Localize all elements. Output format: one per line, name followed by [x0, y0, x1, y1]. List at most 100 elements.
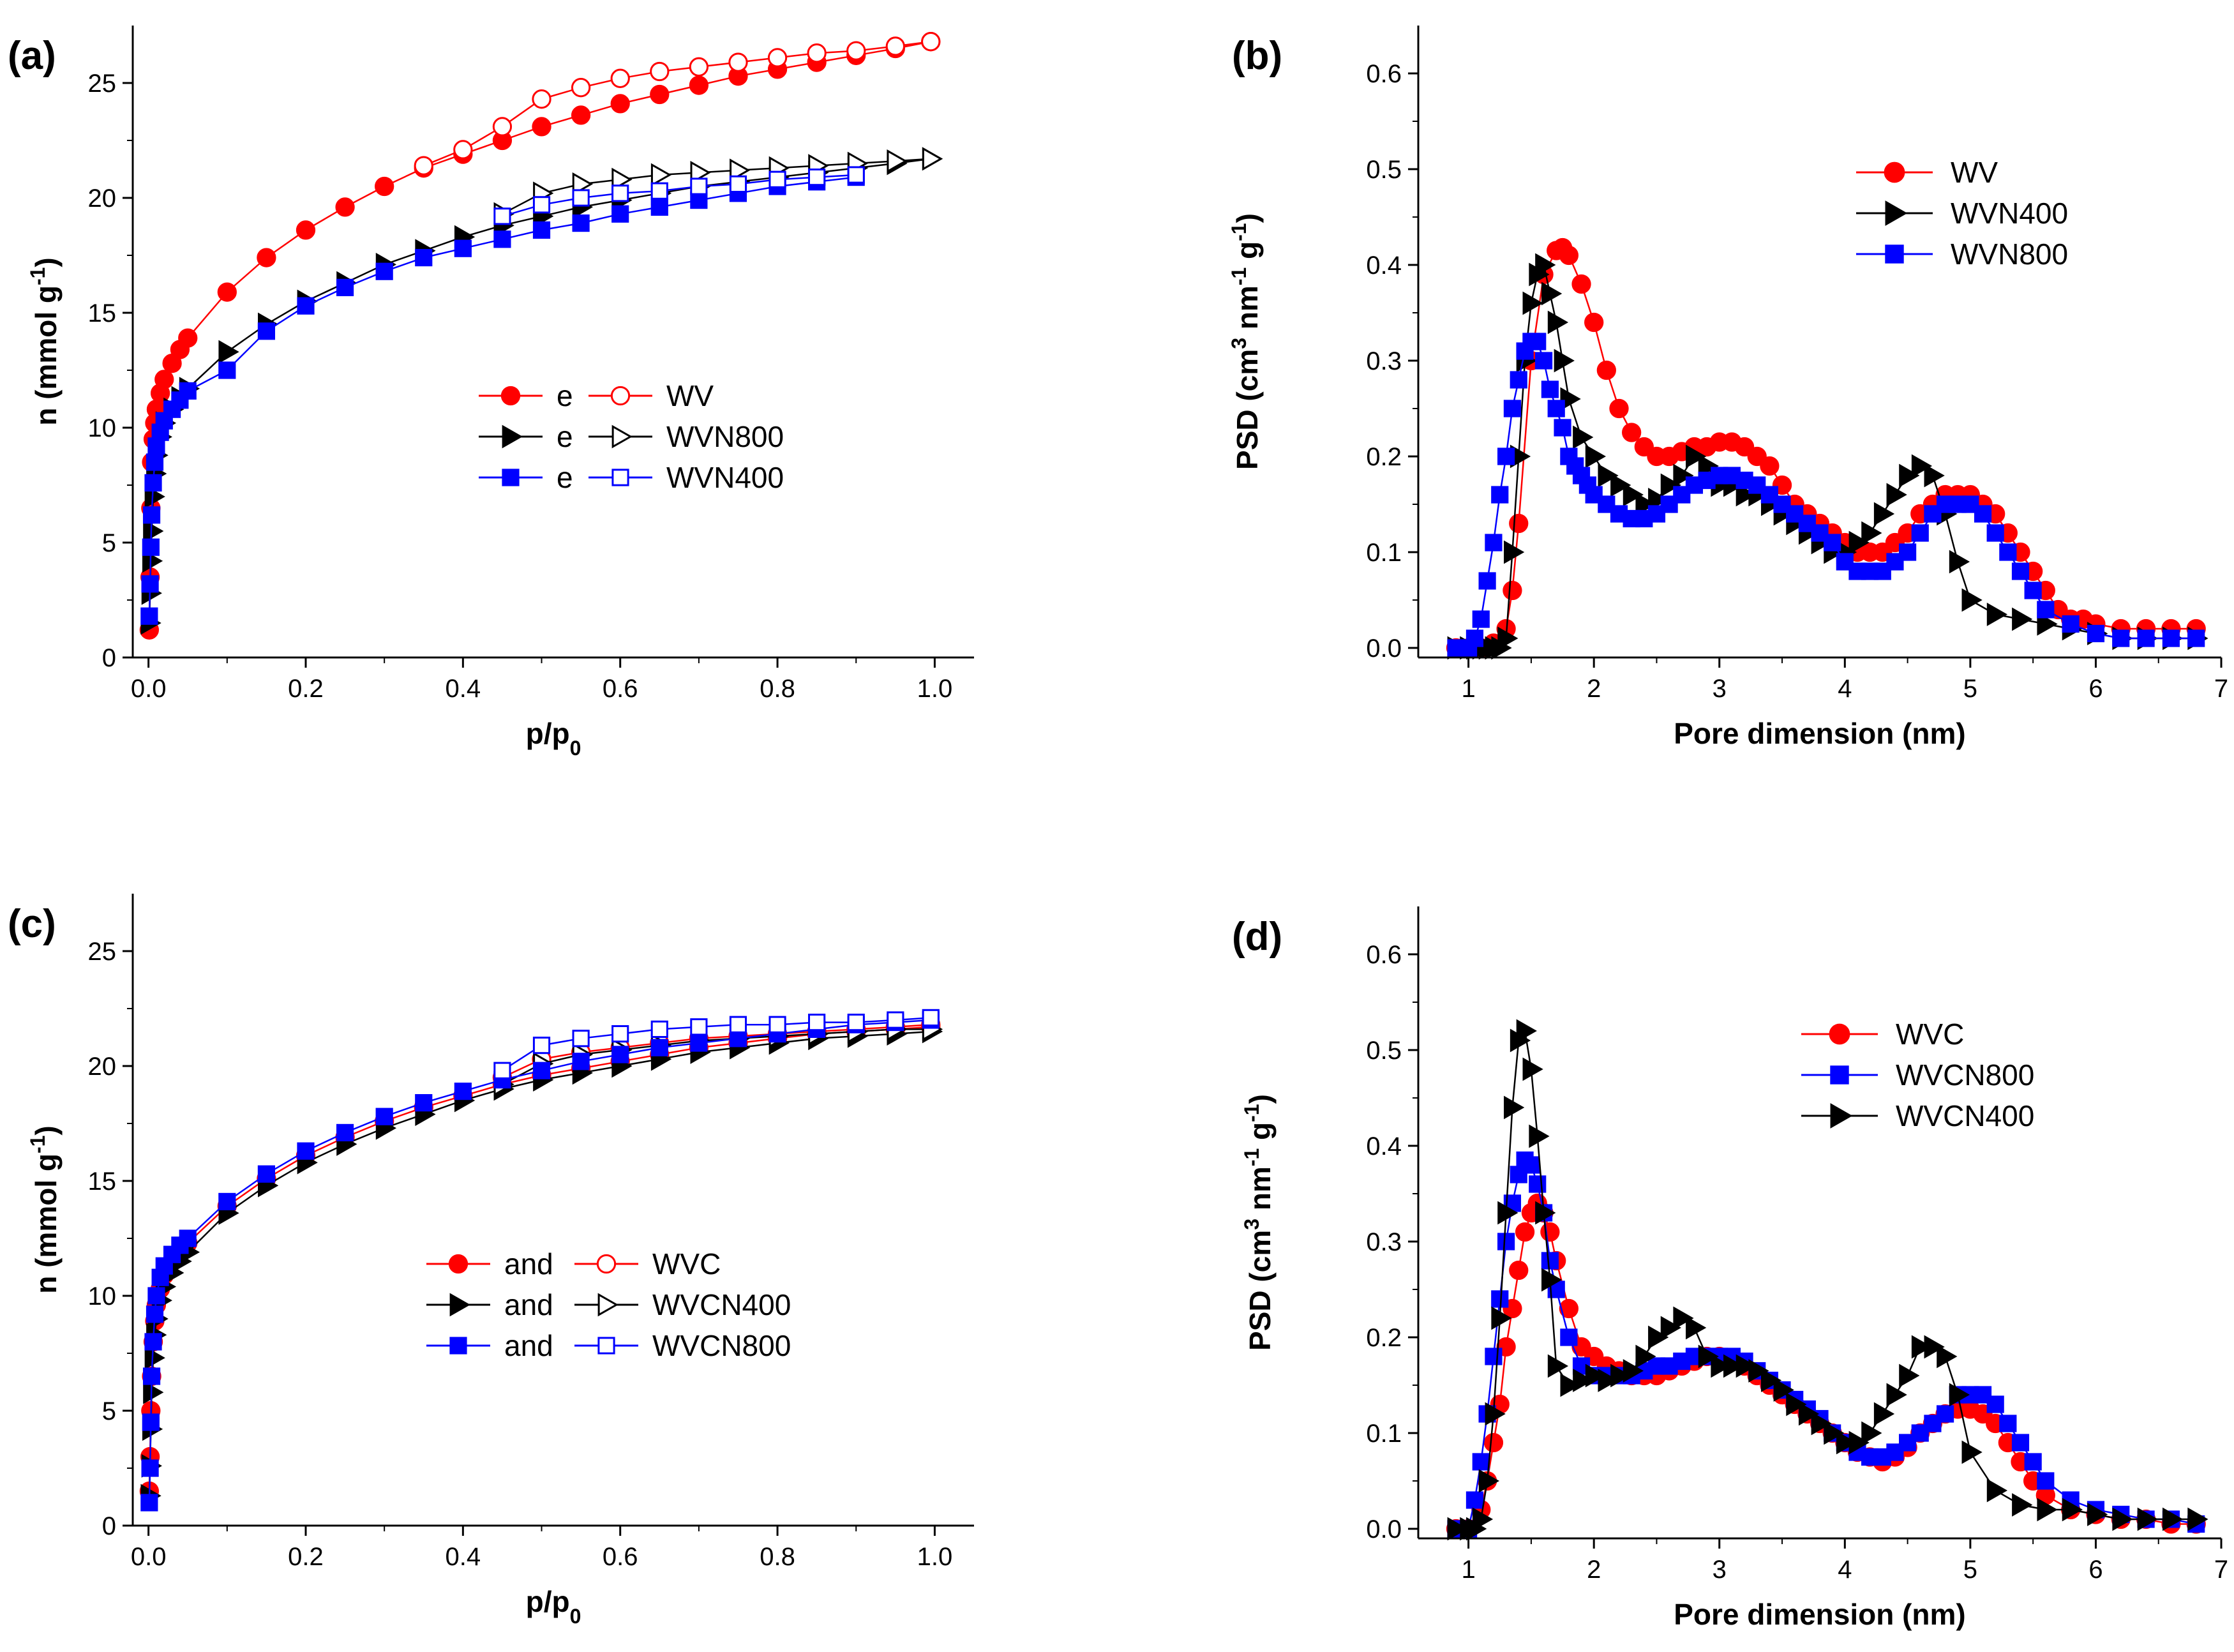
panel-a-data-point	[650, 198, 668, 216]
panel-b-data-point	[1924, 463, 1945, 488]
panel-b-data-point	[2037, 601, 2055, 619]
panel-a-y-axis-label: n (mmol g-1)	[26, 257, 63, 426]
panel-d-y-axis-label-end: )	[1243, 1094, 1277, 1104]
panel-c-data-point	[297, 1142, 315, 1160]
panel-d-data-point	[1541, 1268, 1563, 1292]
panel-c-data-point	[650, 1039, 668, 1056]
panel-b-data-point	[1911, 454, 1933, 478]
panel-a-y-tick-label: 15	[88, 299, 117, 327]
panel-b-data-point	[1635, 492, 1656, 516]
panel-d-data-point	[1924, 1335, 1945, 1359]
panel-d-data-point	[1811, 1411, 1832, 1436]
panel-b-x-tick-label: 1	[1462, 675, 1476, 703]
panel-d-data-point	[1986, 1395, 2004, 1413]
panel-d-legend-label: WVCN400	[1896, 1099, 2034, 1132]
panel-d-x-tick-label: 5	[1963, 1556, 1977, 1584]
panel-a-x-tick-label: 0.8	[760, 675, 795, 703]
panel-b-data-point	[1491, 486, 1509, 504]
panel-a-x-tick-label: 0.6	[603, 675, 638, 703]
panel-a-data-point	[650, 182, 668, 200]
panel-d-x-tick-label: 3	[1713, 1556, 1727, 1584]
panel-b-data-point	[1824, 534, 1841, 552]
panel-b-data-point	[1559, 245, 1579, 266]
panel-d-axes: 1 2 3 4 5 6 7 0.0 0.1 0.2 0.3 0.4 0.5 0.6 Pore dimensi…	[1240, 906, 2228, 1631]
panel-b-data-point	[1541, 282, 1563, 306]
panel-a-x-tick-label: 0.0	[131, 675, 167, 703]
panel-b-data-point	[1648, 488, 1669, 511]
panel-a-data-point	[611, 205, 629, 223]
panel-a-data-point	[375, 262, 393, 280]
panel-a-data-point	[257, 322, 276, 340]
panel-c-data-point	[218, 1192, 236, 1211]
panel-b-plot-area	[1446, 237, 2208, 660]
panel-c-data-point	[143, 1380, 164, 1404]
panel-c-data-point	[572, 1030, 590, 1048]
panel-d-data-point	[1635, 1344, 1656, 1369]
panel-b-data-point	[1497, 626, 1518, 650]
panel-c-data-point	[375, 1108, 393, 1125]
panel-a-series-3	[493, 147, 943, 226]
panel-d-label: (d)	[1232, 915, 1282, 959]
panel-c-data-point	[415, 1094, 433, 1112]
panel-b-data-point	[2112, 629, 2130, 647]
panel-d-data-point	[1999, 1415, 2017, 1432]
panel-c-data-point	[808, 1014, 826, 1032]
panel-a-data-point	[144, 474, 162, 492]
panel-b-data-point	[1848, 530, 1870, 555]
panel-d-data-point	[1516, 1019, 1537, 1043]
panel-b-data-point	[1472, 610, 1490, 628]
panel-d-data-point	[1472, 1507, 1494, 1531]
panel-c-y-tick-label: 5	[102, 1397, 116, 1425]
panel-d-data-point	[1936, 1405, 1954, 1423]
panel-b-data-point	[1534, 352, 1553, 370]
panel-c-legend-marker	[597, 1293, 618, 1317]
panel-b-data-point	[1748, 476, 1766, 494]
panel-a-legend: e WV e WVN800 e WVN400	[479, 379, 784, 494]
panel-d-data-point	[1585, 1363, 1607, 1388]
panel-d-data-point	[1560, 1373, 1581, 1397]
panel-d-x-tick-label: 7	[2214, 1556, 2228, 1584]
panel-b-data-point	[2024, 582, 2042, 599]
panel-d-data-point	[2011, 1434, 2030, 1452]
panel-a-data-point	[611, 167, 633, 191]
panel-b-data-point	[1509, 513, 1529, 534]
panel-a-data-point	[493, 230, 511, 248]
panel-a-data-point	[453, 140, 473, 160]
panel-c-x-tick-label: 0.6	[603, 1543, 638, 1571]
panel-d-data-point	[1660, 1316, 1681, 1340]
panel-b-data-point	[1986, 524, 2004, 542]
panel-a-data-point	[142, 538, 160, 556]
panel-b-data-point	[1585, 444, 1607, 469]
panel-b-data-point	[1598, 463, 1619, 488]
panel-a-legend-marker	[502, 469, 520, 486]
panel-b-y-axis-label-mid: nm	[1231, 285, 1264, 338]
panel-c-legend-marker	[449, 1293, 470, 1317]
panel-c-label: (c)	[8, 902, 56, 946]
panel-b-data-point	[2011, 562, 2030, 580]
panel-d-data-point	[1924, 1415, 1942, 1432]
panel-c-data-point	[572, 1053, 590, 1070]
panel-d-y-tick-label: 0.3	[1366, 1228, 1402, 1256]
panel-a-y-tick-label: 25	[88, 70, 117, 98]
panel-b-legend-label: WVN800	[1951, 237, 2068, 271]
panel-a-data-point	[689, 57, 709, 77]
panel-b-y-tick-label: 0.0	[1366, 635, 1402, 663]
panel-b-data-point	[1798, 514, 1816, 532]
panel-d-data-point	[1961, 1440, 1983, 1464]
panel-a-data-point	[689, 75, 709, 95]
panel-c-data-point	[887, 1011, 904, 1029]
panel-a-data-point	[415, 249, 433, 267]
panel-d-data-point	[2187, 1507, 2208, 1531]
panel-d-data-point	[2137, 1507, 2158, 1531]
panel-d-data-point	[1540, 1222, 1560, 1242]
panel-d-data-point	[1559, 1298, 1579, 1319]
panel-c-legend-label: and	[504, 1288, 553, 1321]
panel-d-data-point	[1466, 1491, 1484, 1509]
panel-b-data-point	[2087, 624, 2105, 643]
panel-b-data-point	[1899, 463, 1920, 488]
panel-a-data-point	[572, 214, 590, 232]
panel-a-data-point	[297, 297, 315, 315]
panel-b-data-point	[1504, 540, 1525, 564]
panel-c-y-axis-label: n (mmol g-1)	[26, 1125, 63, 1294]
